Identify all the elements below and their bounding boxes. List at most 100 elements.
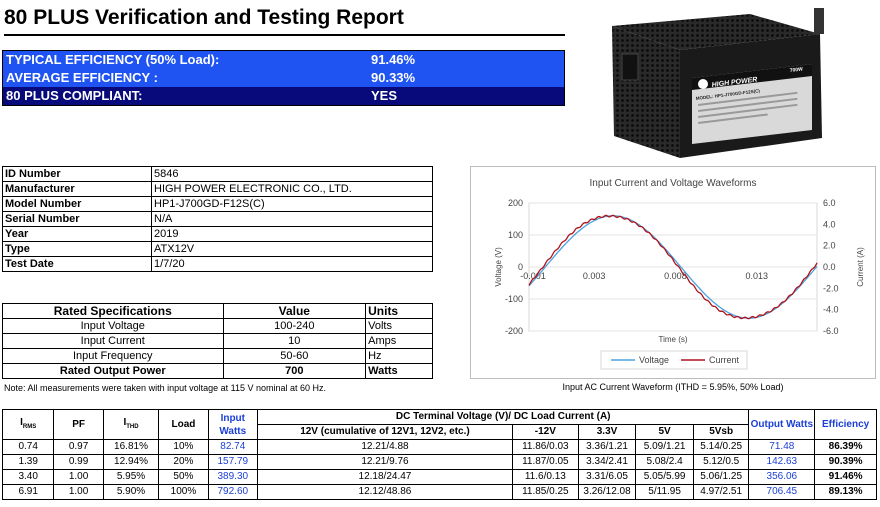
info-value: HIGH POWER ELECTRONIC CO., LTD.	[151, 181, 433, 197]
cell: 706.45	[748, 484, 816, 500]
waveform-chart-frame: Input Current and Voltage Waveforms 200 1…	[470, 166, 876, 379]
chart-caption: Input AC Current Waveform (ITHD = 5.95%,…	[562, 382, 784, 392]
cell: 10%	[158, 439, 209, 455]
table-header-row: IRMS PF ITHD Load Input Watts DC Termina…	[1, 409, 877, 440]
cell: 5.14/0.25	[692, 439, 750, 455]
spec-unit: Watts	[365, 363, 433, 379]
cell: 157.79	[207, 454, 258, 470]
summary-value: 91.46%	[371, 52, 416, 67]
series-line-voltage	[528, 215, 818, 319]
waveform-chart: Input Current and Voltage Waveforms 200 1…	[494, 178, 865, 370]
legend-label-current: Current	[709, 355, 740, 365]
cell: 5/11.95	[635, 484, 694, 500]
legend-label-voltage: Voltage	[639, 355, 669, 365]
cell: 3.26/12.08	[577, 484, 637, 500]
summary-row-typical: TYPICAL EFFICIENCY (50% Load): 91.46%	[3, 51, 564, 69]
cell: 12.94%	[102, 454, 160, 470]
y-tick-label: 200	[508, 198, 523, 208]
spec-name: Input Voltage	[2, 318, 224, 334]
summary-label: 80 PLUS COMPLIANT:	[6, 88, 143, 103]
info-value: ATX12V	[151, 241, 433, 257]
summary-value: 90.33%	[371, 70, 416, 85]
cell: 389.30	[207, 469, 258, 485]
col-header-minus12v: -12V	[511, 424, 579, 440]
summary-label: AVERAGE EFFICIENCY :	[6, 70, 158, 85]
table-row: Year 2019	[2, 226, 433, 242]
table-row: 6.91 1.00 5.90% 100% 792.60 12.12/48.86 11.85/…	[1, 484, 877, 500]
cell: 89.13%	[814, 484, 877, 500]
col-header-efficiency: Efficiency	[814, 409, 877, 440]
y-tick-label: -200	[505, 326, 523, 336]
specs-header: Units	[365, 303, 433, 319]
x-axis-label: Time (s)	[658, 335, 687, 344]
y-tick-label: 100	[508, 230, 523, 240]
cell: 50%	[158, 469, 209, 485]
cell: 792.60	[207, 484, 258, 500]
col-header-pf: PF	[53, 409, 104, 440]
col-header-5vsb: 5Vsb	[692, 424, 750, 440]
table-row: Input Voltage 100-240 Volts	[2, 318, 433, 334]
spec-value: 50-60	[222, 348, 367, 364]
table-row: Test Date 1/7/20	[2, 256, 433, 272]
x-tick-label: 0.003	[583, 271, 606, 281]
col-header-ithd: ITHD	[102, 409, 160, 440]
cell: 3.31/6.05	[577, 469, 637, 485]
spec-value: 10	[222, 333, 367, 349]
table-row: Serial Number N/A	[2, 211, 433, 227]
info-value: N/A	[151, 211, 433, 227]
info-value: HP1-J700GD-F12S(C)	[151, 196, 433, 212]
cell: 3.34/2.41	[577, 454, 637, 470]
col-header-load: Load	[158, 409, 209, 440]
cell: 82.74	[207, 439, 258, 455]
cell: 4.97/2.51	[692, 484, 750, 500]
info-value: 5846	[151, 166, 433, 182]
cell: 86.39%	[814, 439, 877, 455]
summary-row-average: AVERAGE EFFICIENCY : 90.33%	[3, 69, 564, 87]
power-supply-image: HIGH POWER 700W MODEL: HP1-J700GD-F12S(C…	[600, 8, 826, 162]
cell: 6.91	[1, 484, 55, 500]
info-value: 1/7/20	[151, 256, 433, 272]
x-tick-label: -0.001	[520, 271, 546, 281]
col-header-output-watts: Output Watts	[748, 409, 816, 440]
table-row: Input Frequency 50-60 Hz	[2, 348, 433, 364]
rated-specs-table: Rated Specifications Value Units Input V…	[2, 303, 433, 379]
cell: 142.63	[748, 454, 816, 470]
spec-unit: Volts	[365, 318, 433, 334]
y2-tick-label: 6.0	[823, 198, 836, 208]
cell: 100%	[158, 484, 209, 500]
info-key: Type	[2, 241, 152, 257]
y2-tick-label: 4.0	[823, 219, 836, 229]
psu-wattage-badge: 700W	[790, 66, 804, 74]
cell: 90.39%	[814, 454, 877, 470]
spec-value: 700	[222, 363, 367, 379]
cell: 5.09/1.21	[635, 439, 694, 455]
cell: 5.05/5.99	[635, 469, 694, 485]
y2-tick-label: -6.0	[823, 326, 839, 336]
table-row: 3.40 1.00 5.95% 50% 389.30 12.18/24.47 11.6/0.…	[1, 469, 877, 485]
spec-value: 100-240	[222, 318, 367, 334]
info-value: 2019	[151, 226, 433, 242]
x-tick-label: 0.008	[664, 271, 687, 281]
cell: 11.87/0.05	[511, 454, 579, 470]
col-header-dc-terminal: DC Terminal Voltage (V)/ DC Load Current…	[256, 409, 750, 425]
table-header-row: 12V (cumulative of 12V1, 12V2, etc.) -12…	[3, 424, 877, 440]
cell: 11.6/0.13	[511, 469, 579, 485]
y2-axis-label: Current (A)	[856, 247, 865, 287]
cell: 1.39	[1, 454, 55, 470]
y-tick-label: -100	[505, 294, 523, 304]
chart-title: Input Current and Voltage Waveforms	[590, 178, 757, 189]
spec-name: Rated Output Power	[2, 363, 224, 379]
spec-name: Input Current	[2, 333, 224, 349]
col-header-input-watts: Input Watts	[207, 409, 258, 440]
specs-header: Value	[222, 303, 367, 319]
spec-name: Input Frequency	[2, 348, 224, 364]
cell: 0.97	[53, 439, 104, 455]
cell: 12.12/48.86	[256, 484, 513, 500]
table-header-row: Rated Specifications Value Units	[2, 303, 433, 319]
cell: 20%	[158, 454, 209, 470]
cell: 356.06	[748, 469, 816, 485]
col-header-12v: 12V (cumulative of 12V1, 12V2, etc.)	[256, 424, 513, 440]
measurement-note: Note: All measurements were taken with i…	[4, 383, 327, 393]
col-header-3v3: 3.3V	[577, 424, 637, 440]
col-header-5v: 5V	[635, 424, 694, 440]
